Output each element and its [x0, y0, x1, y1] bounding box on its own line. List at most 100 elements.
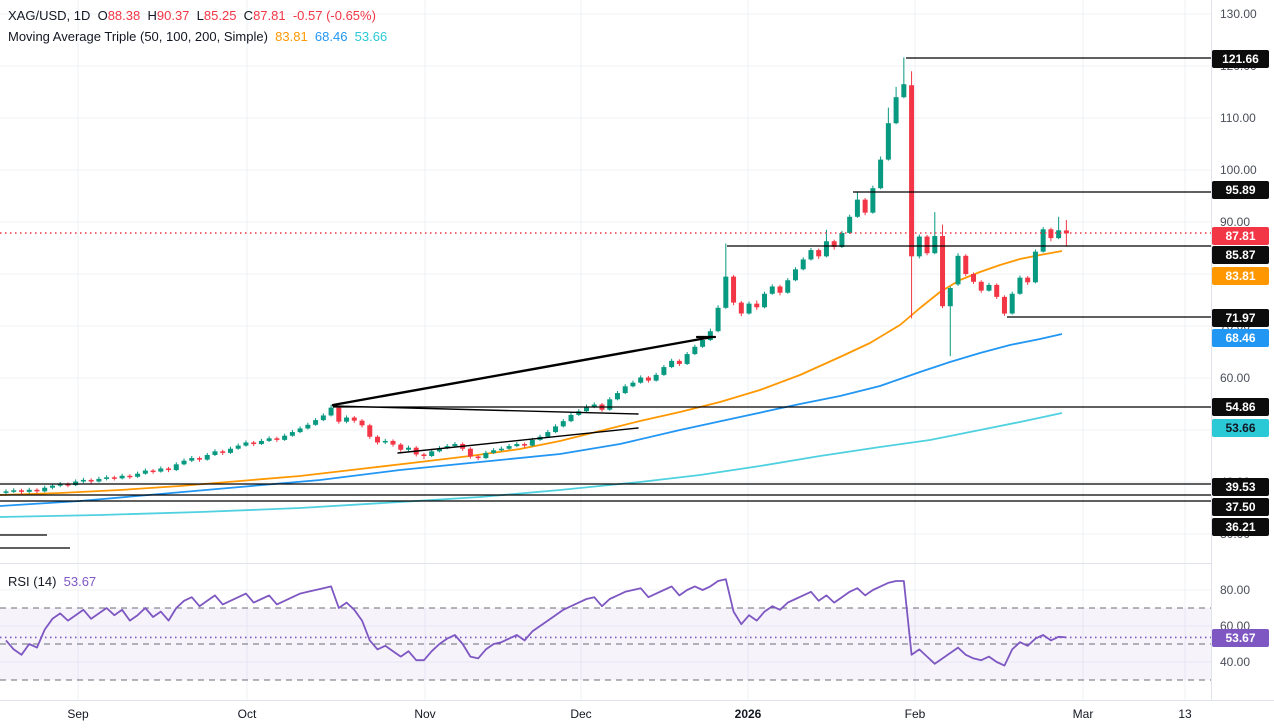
candle-body: [909, 85, 915, 257]
candle-body: [274, 438, 280, 440]
candles-group: [3, 57, 1069, 494]
rsi-legend-segment: 53.67: [63, 574, 97, 589]
ma50-line: [0, 250, 1063, 496]
time-label-Nov: Nov: [414, 707, 436, 721]
pane-separator[interactable]: [0, 563, 1211, 564]
candle-body: [955, 255, 961, 285]
candle-body: [862, 199, 868, 213]
time-label-13: 13: [1178, 707, 1192, 721]
candle-body: [251, 442, 257, 445]
candle-body: [204, 454, 210, 460]
candle-body: [88, 479, 94, 482]
candle-body: [723, 276, 729, 308]
candle-body: [777, 286, 783, 293]
candle-body: [197, 458, 202, 460]
candle-body: [878, 159, 884, 189]
rsi-scale-label: 40.00: [1220, 655, 1251, 669]
candle-body: [847, 216, 853, 233]
candle-body: [135, 473, 141, 477]
candle-body: [65, 484, 71, 486]
candle-body: [142, 470, 148, 474]
candle-body: [568, 414, 574, 422]
candle-body: [792, 269, 798, 281]
time-axis[interactable]: Sep Oct Nov Dec 2026 Feb Mar 13: [0, 700, 1274, 728]
candle-body: [158, 468, 164, 472]
candle-body: [1063, 230, 1069, 234]
trendline[interactable]: [397, 427, 639, 454]
trendline[interactable]: [331, 335, 714, 407]
candle-body: [26, 489, 32, 492]
candle-body: [645, 377, 651, 381]
candle-body: [220, 451, 226, 453]
candle-body: [282, 435, 288, 440]
candle-body: [769, 286, 775, 294]
symbol-legend[interactable]: XAG/USD, 1D O88.38 H90.37 L85.25 C87.81 …: [8, 8, 376, 23]
price-scale-label: 60.00: [1220, 371, 1251, 385]
candle-body: [104, 477, 110, 479]
ma-legend-segment: 68.46: [307, 29, 348, 44]
candle-body: [212, 451, 218, 455]
rsi-legend-segment: RSI (14): [8, 574, 64, 589]
price-badge-95.89: 95.89: [1212, 181, 1269, 199]
candle-body: [1056, 230, 1062, 239]
candle-body: [940, 236, 946, 307]
price-scale-separator: [1211, 0, 1212, 728]
symbol-legend-segment: 85.25: [203, 8, 237, 23]
rsi-line: [5, 578, 1067, 667]
rsi-scale-label: 80.00: [1220, 583, 1251, 597]
time-label-Oct: Oct: [237, 707, 257, 721]
candle-body: [684, 354, 690, 364]
candle-body: [382, 440, 388, 443]
price-badge-71.97: 71.97: [1212, 309, 1269, 327]
candle-body: [669, 360, 675, 368]
candle-body: [189, 458, 195, 461]
candle-body: [436, 448, 442, 452]
ma-legend-segment: Moving Average Triple (50, 100, 200, Sim…: [8, 29, 276, 44]
candle-body: [963, 255, 969, 274]
candle-body: [421, 454, 427, 456]
price-badge-83.81: 83.81: [1212, 267, 1269, 285]
candle-body: [746, 303, 752, 314]
symbol-legend-segment: -0.57 (-0.65%): [285, 8, 376, 23]
candle-body: [1032, 251, 1038, 283]
candle-body: [367, 425, 373, 437]
candle-body: [127, 475, 133, 478]
candle-body: [289, 432, 295, 436]
ma-legend[interactable]: Moving Average Triple (50, 100, 200, Sim…: [8, 29, 387, 44]
candle-body: [762, 293, 768, 308]
candle-body: [978, 281, 984, 291]
candle-body: [854, 199, 860, 217]
candle-body: [700, 340, 706, 347]
candle-body: [885, 123, 891, 160]
candle-body: [816, 250, 822, 257]
candle-body: [11, 490, 17, 492]
candle-body: [514, 444, 520, 447]
candle-body: [491, 450, 497, 453]
rsi-legend[interactable]: RSI (14) 53.67: [8, 574, 96, 589]
candle-body: [800, 259, 806, 270]
candle-body: [622, 386, 628, 394]
time-label-Feb: Feb: [904, 707, 926, 721]
candle-body: [57, 484, 63, 486]
candle-body: [344, 417, 350, 422]
candle-body: [475, 456, 481, 459]
symbol-legend-segment: 90.37: [156, 8, 190, 23]
price-badge-54.86: 54.86: [1212, 398, 1269, 416]
candle-body: [498, 448, 504, 451]
candle-body: [823, 241, 829, 257]
candle-body: [235, 445, 241, 449]
candle-body: [313, 420, 319, 425]
candle-body: [227, 448, 233, 453]
candle-body: [785, 280, 791, 293]
candle-body: [305, 424, 311, 429]
candle-body: [444, 446, 450, 449]
candle-body: [467, 448, 473, 457]
time-label-Dec: Dec: [570, 707, 592, 721]
candle-body: [1001, 296, 1007, 314]
candle-body: [452, 444, 458, 447]
candle-body: [506, 446, 512, 449]
ma-legend-segment: 83.81: [275, 29, 308, 44]
candle-body: [181, 460, 187, 465]
candle-body: [522, 444, 528, 446]
